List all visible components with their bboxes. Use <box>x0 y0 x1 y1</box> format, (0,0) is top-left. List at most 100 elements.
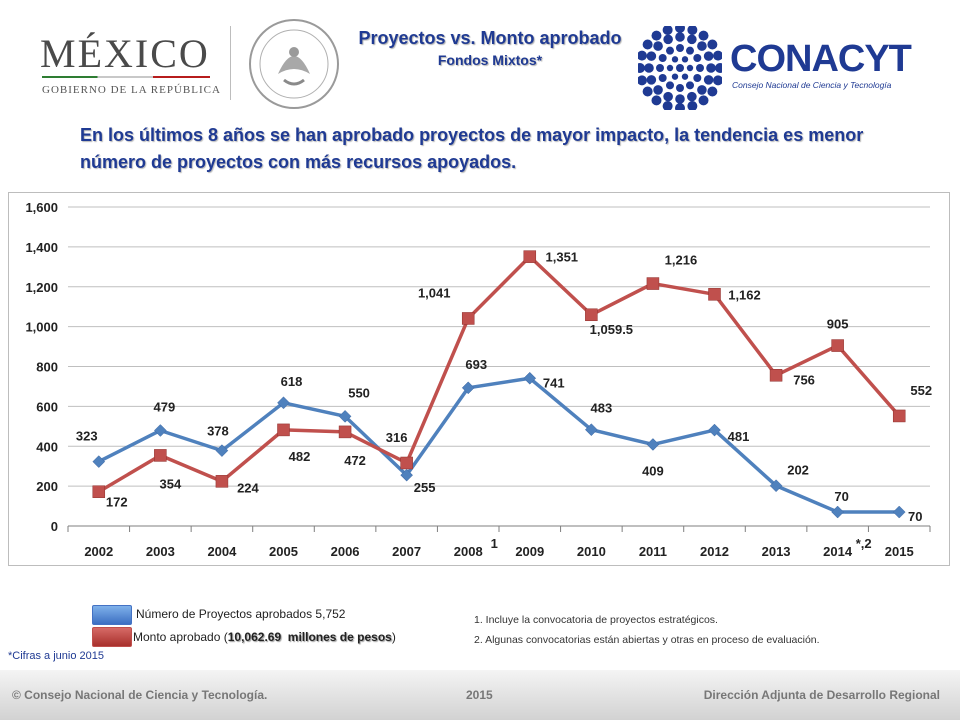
data-point <box>215 444 229 457</box>
data-point <box>215 475 229 488</box>
series-line <box>97 376 900 514</box>
x-tick-label: 2015 <box>885 544 914 559</box>
conacyt-dot <box>687 34 697 45</box>
conacyt-dot <box>681 56 689 63</box>
conacyt-dot <box>696 64 704 72</box>
conacyt-dot <box>676 44 684 52</box>
x-tick-label: 2009 <box>515 544 544 559</box>
series-line <box>97 254 901 494</box>
conacyt-dot <box>687 26 698 35</box>
conacyt-dot <box>697 41 707 51</box>
chart-frame <box>8 192 950 566</box>
data-point <box>892 505 906 519</box>
data-point <box>769 479 783 493</box>
conacyt-dot <box>713 50 722 61</box>
conacyt-dot <box>638 75 647 86</box>
data-point <box>523 371 537 385</box>
data-point <box>585 308 598 322</box>
conacyt-dots-icon <box>638 26 722 110</box>
data-point <box>154 424 167 437</box>
data-label: 756 <box>793 372 815 387</box>
slide-subtitle: Fondos Mixtos* <box>437 52 543 68</box>
legend-amount-suffix: ) <box>391 630 396 644</box>
data-label: 481 <box>728 429 750 444</box>
conacyt-dot <box>666 46 674 55</box>
conacyt-dot <box>663 34 673 45</box>
y-tick-label: 1,400 <box>25 240 58 255</box>
mexico-logo-subtitle: GOBIERNO DE LA REPÚBLICA <box>42 84 221 96</box>
data-point <box>769 369 783 382</box>
conacyt-dot <box>675 94 685 104</box>
x-tick-label: 2002 <box>84 544 113 559</box>
conacyt-logo-subtitle: Consejo Nacional de Ciencia y Tecnología <box>732 80 892 90</box>
conacyt-dot <box>646 51 657 61</box>
data-label: 479 <box>154 399 176 414</box>
conacyt-dot <box>686 81 694 90</box>
data-label: 1,059.5 <box>590 322 633 337</box>
conacyt-logo-text: CONACYT <box>730 38 912 80</box>
data-label: 1,162 <box>728 287 761 302</box>
data-label: 1,041 <box>418 285 451 300</box>
conacyt-dot <box>656 64 664 72</box>
footer-bar <box>0 670 960 720</box>
data-point <box>461 312 475 325</box>
data-label: 70 <box>834 489 848 504</box>
data-label: 1,216 <box>665 253 698 268</box>
conacyt-dot <box>662 101 673 110</box>
data-point <box>831 339 844 352</box>
conacyt-dot <box>707 39 718 50</box>
x-tick-label: 2006 <box>331 544 360 559</box>
data-label: 255 <box>414 480 436 495</box>
conacyt-dot <box>646 75 657 85</box>
national-seal-icon <box>249 19 339 109</box>
conacyt-dot <box>662 26 673 35</box>
conacyt-dot <box>715 63 722 73</box>
data-point <box>92 455 106 468</box>
x-tick-label: 2011 <box>639 544 667 559</box>
y-tick-label: 1,200 <box>25 280 58 295</box>
data-point <box>585 423 598 437</box>
conacyt-dot <box>642 86 653 97</box>
legend-swatch-projects <box>92 605 132 625</box>
conacyt-dot <box>681 73 689 80</box>
x-tick-label: 2013 <box>762 544 791 559</box>
conacyt-dot <box>666 64 674 72</box>
legend-label-amount: Monto aprobado (10,062.69 millones de pe… <box>133 630 396 644</box>
data-label: 316 <box>386 430 408 445</box>
data-label: 70 <box>908 509 922 524</box>
data-label: 409 <box>642 463 664 478</box>
conacyt-dot <box>671 56 679 63</box>
data-label: 378 <box>207 424 229 439</box>
conacyt-dot <box>675 32 685 42</box>
mexico-logo-stripe <box>42 76 210 78</box>
x-tick-label: 2004 <box>207 544 237 559</box>
y-tick-label: 200 <box>36 479 58 494</box>
conacyt-dot <box>693 54 702 62</box>
conacyt-dot <box>663 91 673 102</box>
footnote-cifras: *Cifras a junio 2015 <box>8 650 105 662</box>
data-label: 472 <box>344 453 366 468</box>
data-point <box>892 409 906 423</box>
conacyt-dot <box>707 86 718 97</box>
note-2: 2. Algunas convocatorias están abiertas … <box>474 634 820 646</box>
footer-copyright: © Consejo Nacional de Ciencia y Tecnolog… <box>12 688 268 702</box>
conacyt-dot <box>687 91 697 102</box>
conacyt-dot <box>703 51 714 61</box>
conacyt-dot <box>651 30 662 41</box>
footer-department: Dirección Adjunta de Desarrollo Regional <box>703 688 940 702</box>
data-point <box>400 456 413 470</box>
legend-amount-prefix: Monto aprobado ( <box>133 630 228 644</box>
y-tick-label: 1,600 <box>25 200 58 215</box>
y-tick-label: 400 <box>36 439 58 454</box>
data-point <box>400 468 413 482</box>
conacyt-dot <box>675 26 685 33</box>
conacyt-dot <box>666 81 674 90</box>
data-point <box>338 425 352 439</box>
data-label: 905 <box>827 317 849 332</box>
data-point <box>523 250 537 263</box>
data-label: 172 <box>106 495 128 510</box>
footer-year: 2015 <box>466 688 493 702</box>
mexico-logo-text: MÉXICO <box>40 31 210 76</box>
conacyt-dot <box>698 95 709 106</box>
